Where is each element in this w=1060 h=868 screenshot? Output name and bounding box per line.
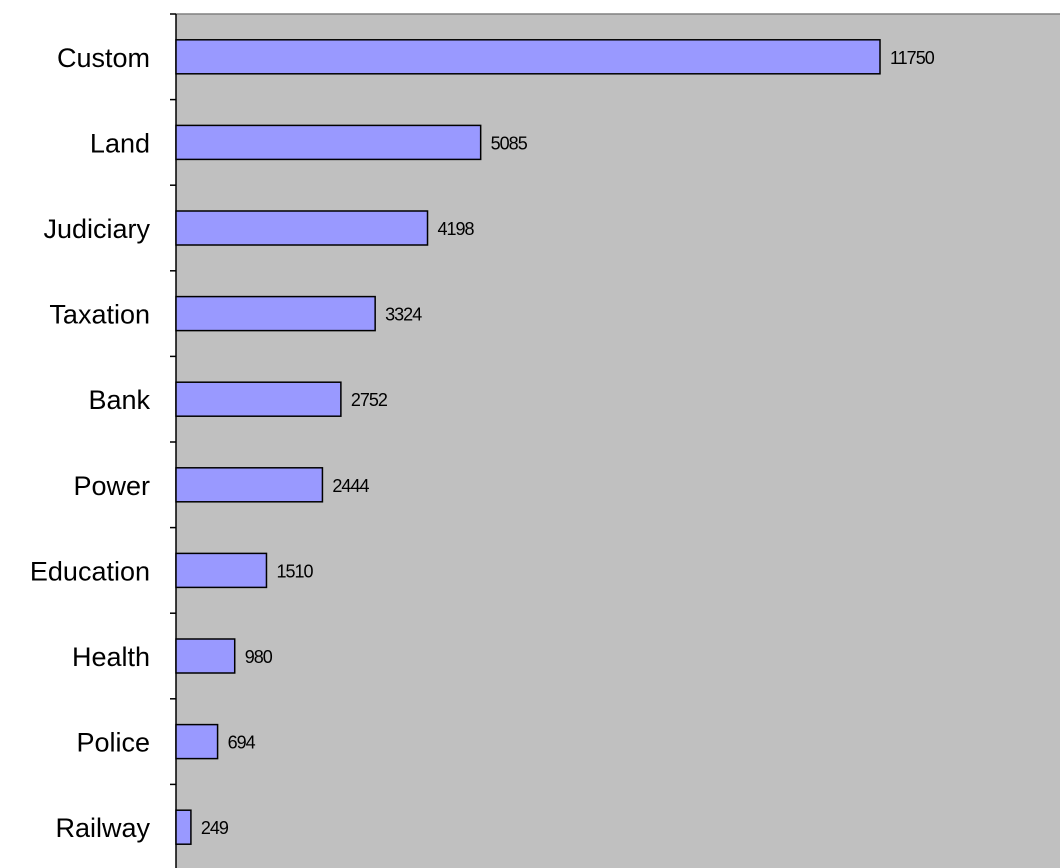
- bar-taxation: [175, 295, 376, 332]
- bar-custom: [175, 39, 881, 75]
- bars: [175, 39, 881, 845]
- category-label-education: Education: [30, 556, 150, 586]
- category-label-health: Health: [72, 642, 150, 672]
- category-label-police: Police: [76, 728, 150, 758]
- data-label-taxation: 3324: [385, 305, 422, 325]
- category-label-custom: Custom: [57, 43, 150, 73]
- category-label-land: Land: [90, 128, 150, 158]
- bar-health: [175, 638, 236, 674]
- bar-railway: [175, 809, 192, 845]
- data-label-judiciary: 4198: [438, 219, 475, 239]
- category-labels: Custom Land Judiciary Taxation Bank Power Educ…: [30, 43, 151, 843]
- data-label-police: 694: [228, 733, 256, 753]
- category-label-taxation: Taxation: [49, 300, 150, 330]
- category-label-power: Power: [73, 471, 150, 501]
- data-label-railway: 249: [201, 818, 229, 838]
- category-label-judiciary: Judiciary: [43, 214, 150, 244]
- bar-judiciary: [175, 210, 429, 246]
- data-label-power: 2444: [332, 476, 369, 496]
- bar-power: [175, 467, 324, 503]
- data-labels: 11750 5085 4198 3324 2752 2444 1510 980 694 249: [201, 48, 936, 838]
- data-label-bank: 2752: [351, 390, 388, 410]
- bar-education: [175, 552, 268, 589]
- data-label-education: 1510: [276, 561, 313, 581]
- data-label-land: 5085: [491, 133, 528, 153]
- bar-police: [175, 723, 219, 760]
- category-label-bank: Bank: [88, 385, 150, 415]
- data-label-custom: 11750: [890, 48, 935, 68]
- bar-bank: [175, 381, 342, 417]
- category-label-railway: Railway: [55, 813, 150, 843]
- data-label-health: 980: [245, 647, 273, 667]
- bar-land: [175, 124, 482, 161]
